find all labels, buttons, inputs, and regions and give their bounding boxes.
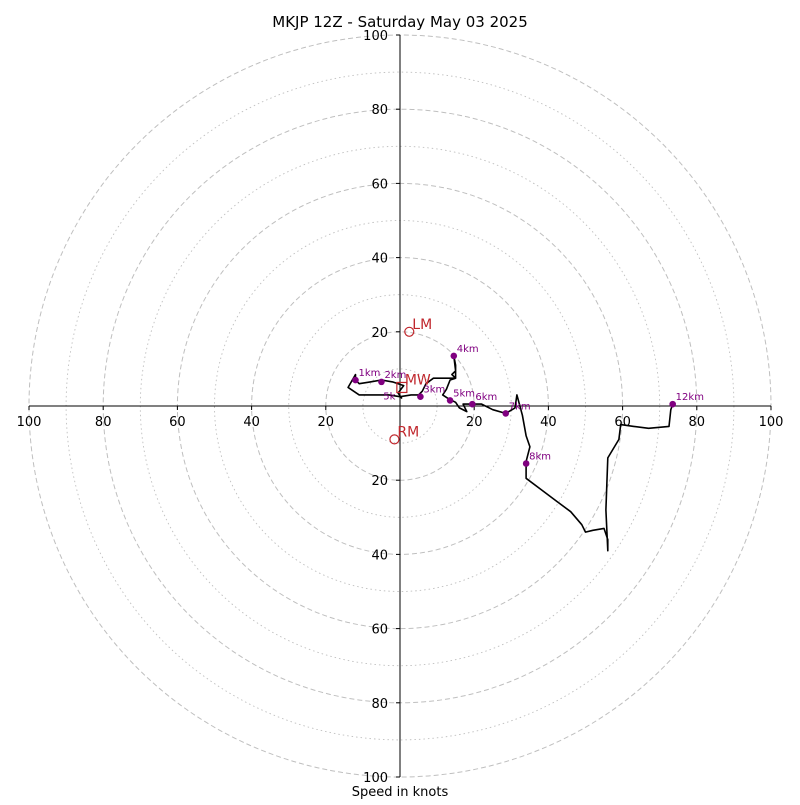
y-tick-label: 60	[371, 623, 388, 638]
height-marker	[522, 460, 530, 467]
x-tick-label: 20	[466, 415, 483, 430]
x-tick-label: 60	[169, 415, 186, 430]
height-marker	[450, 352, 458, 360]
hodograph-trace	[347, 355, 676, 552]
height-label: 12km	[676, 392, 704, 403]
motion-label: RM	[397, 424, 419, 440]
x-tick-label: 40	[540, 415, 557, 430]
y-tick-label: 80	[371, 103, 388, 118]
x-tick-label: 100	[759, 415, 784, 430]
height-marker	[469, 400, 476, 408]
y-tick-label: 20	[371, 326, 388, 341]
y-tick-label: 100	[363, 771, 388, 786]
height-label: 6km	[475, 392, 497, 403]
y-tick-label: 80	[371, 697, 388, 712]
height-label: 8km	[529, 452, 551, 463]
storm-motion-marker	[404, 326, 415, 337]
mean-wind-marker	[396, 381, 408, 394]
height-marker	[352, 376, 359, 384]
x-tick-label: 40	[243, 415, 260, 430]
height-label: 4km	[457, 344, 479, 355]
height-marker	[417, 393, 424, 401]
y-tick-label: 40	[371, 548, 388, 563]
y-tick-label: 20	[371, 474, 388, 489]
height-label: 1km	[358, 368, 380, 379]
x-tick-label: 100	[17, 415, 42, 430]
y-tick-label: 60	[371, 177, 388, 192]
x-tick-label: 80	[95, 415, 112, 430]
height-label: 5km	[453, 388, 475, 399]
y-tick-label: 40	[371, 252, 388, 267]
height-label: 7km	[509, 401, 531, 412]
x-tick-label: 80	[689, 415, 706, 430]
motion-label: MW	[405, 372, 431, 388]
x-tick-label: 60	[614, 415, 631, 430]
height-label: 5k	[383, 392, 395, 403]
height-marker	[502, 410, 510, 417]
motion-label: LM	[412, 317, 432, 333]
x-tick-label: 20	[318, 415, 335, 430]
height-marker	[669, 400, 676, 408]
storm-motion-marker	[389, 434, 400, 445]
height-marker	[378, 378, 385, 386]
height-marker	[446, 397, 454, 404]
height-label: 3km	[423, 385, 445, 396]
height-label: 2km	[384, 370, 406, 381]
x-axis-label: Speed in knots	[352, 785, 449, 800]
y-tick-label: 100	[363, 29, 388, 44]
chart-title: MKJP 12Z - Saturday May 03 2025	[272, 13, 528, 31]
